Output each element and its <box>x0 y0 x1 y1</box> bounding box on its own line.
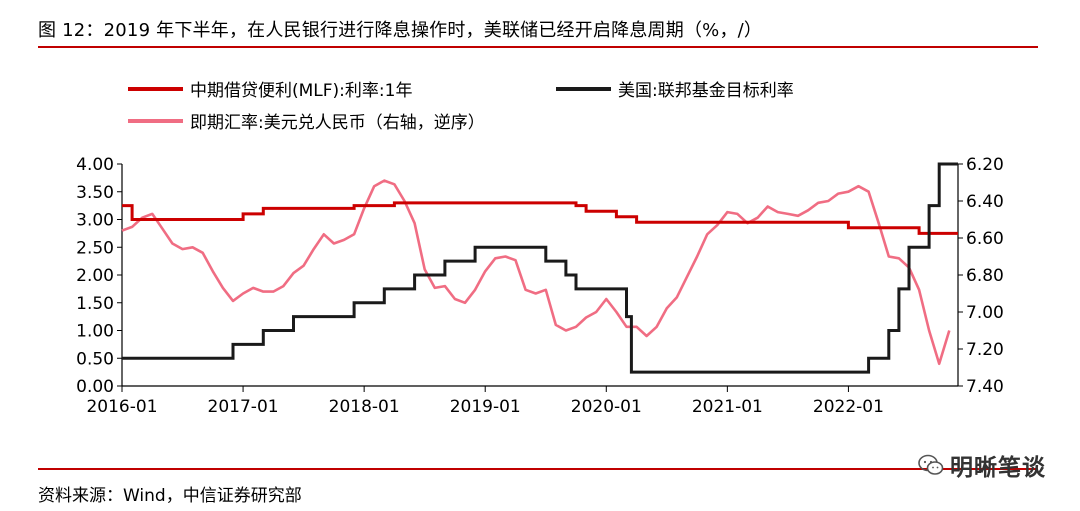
x-tick-label: 2021-01 <box>692 397 763 417</box>
watermark: 明晰笔谈 <box>918 448 1046 482</box>
chart-axes: 0.00 0.50 1.00 1.50 2.00 2.50 3.00 3.50 4.00 6.20… <box>76 155 1004 417</box>
right-tick-label: 6.40 <box>966 192 1004 212</box>
left-tick-label: 2.50 <box>76 238 114 258</box>
mlf-line <box>122 201 958 235</box>
right-tick-label: 6.80 <box>966 266 1004 286</box>
right-tick-label: 7.00 <box>966 303 1004 323</box>
left-tick-label: 1.50 <box>76 294 114 314</box>
right-tick-label: 7.20 <box>966 340 1004 360</box>
x-tick-label: 2018-01 <box>329 397 400 417</box>
left-tick-label: 3.00 <box>76 211 114 231</box>
legend-item-mlf: 中期借贷便利(MLF):利率:1年 <box>128 76 412 101</box>
x-tick-label: 2017-01 <box>208 397 279 417</box>
left-tick-label: 3.50 <box>76 183 114 203</box>
legend-swatch-fx <box>128 118 183 123</box>
right-tick-label: 6.60 <box>966 229 1004 249</box>
legend-item-fed: 美国:联邦基金目标利率 <box>556 76 794 101</box>
figure-title: 图 12：2019 年下半年，在人民银行进行降息操作时，美联储已经开启降息周期（… <box>38 20 763 41</box>
x-tick-label: 2016-01 <box>86 397 157 417</box>
left-tick-label: 0.00 <box>76 377 114 397</box>
left-tick-label: 1.00 <box>76 322 114 342</box>
legend-label-fed: 美国:联邦基金目标利率 <box>618 81 794 101</box>
fx-line <box>121 179 951 366</box>
legend-swatch-mlf <box>128 86 183 91</box>
legend-label-fx: 即期汇率:美元兑人民币（右轴，逆序） <box>190 113 485 133</box>
left-tick-label: 2.00 <box>76 266 114 286</box>
wechat-icon <box>918 454 944 475</box>
x-tick-label: 2022-01 <box>813 397 884 417</box>
series-fx <box>121 179 951 366</box>
right-tick-label: 6.20 <box>966 155 1004 175</box>
fed-line <box>122 162 958 374</box>
rate-chart: 0.00 0.50 1.00 1.50 2.00 2.50 3.00 3.50 4.00 6.20… <box>76 155 1004 417</box>
series-fed <box>122 162 958 374</box>
x-tick-label: 2020-01 <box>571 397 642 417</box>
x-tick-label: 2019-01 <box>450 397 521 417</box>
legend-item-fx: 即期汇率:美元兑人民币（右轴，逆序） <box>128 108 485 133</box>
legend-label-mlf: 中期借贷便利(MLF):利率:1年 <box>190 81 413 101</box>
source-rule <box>38 468 1038 470</box>
watermark-text: 明晰笔谈 <box>950 455 1046 481</box>
legend-swatch-fed <box>556 86 611 91</box>
title-rule <box>38 46 1038 48</box>
left-tick-label: 4.00 <box>76 155 114 175</box>
source-note: 资料来源：Wind，中信证券研究部 <box>38 486 302 506</box>
right-tick-label: 7.40 <box>966 377 1004 397</box>
left-tick-label: 0.50 <box>76 349 114 369</box>
series-mlf <box>122 201 958 235</box>
